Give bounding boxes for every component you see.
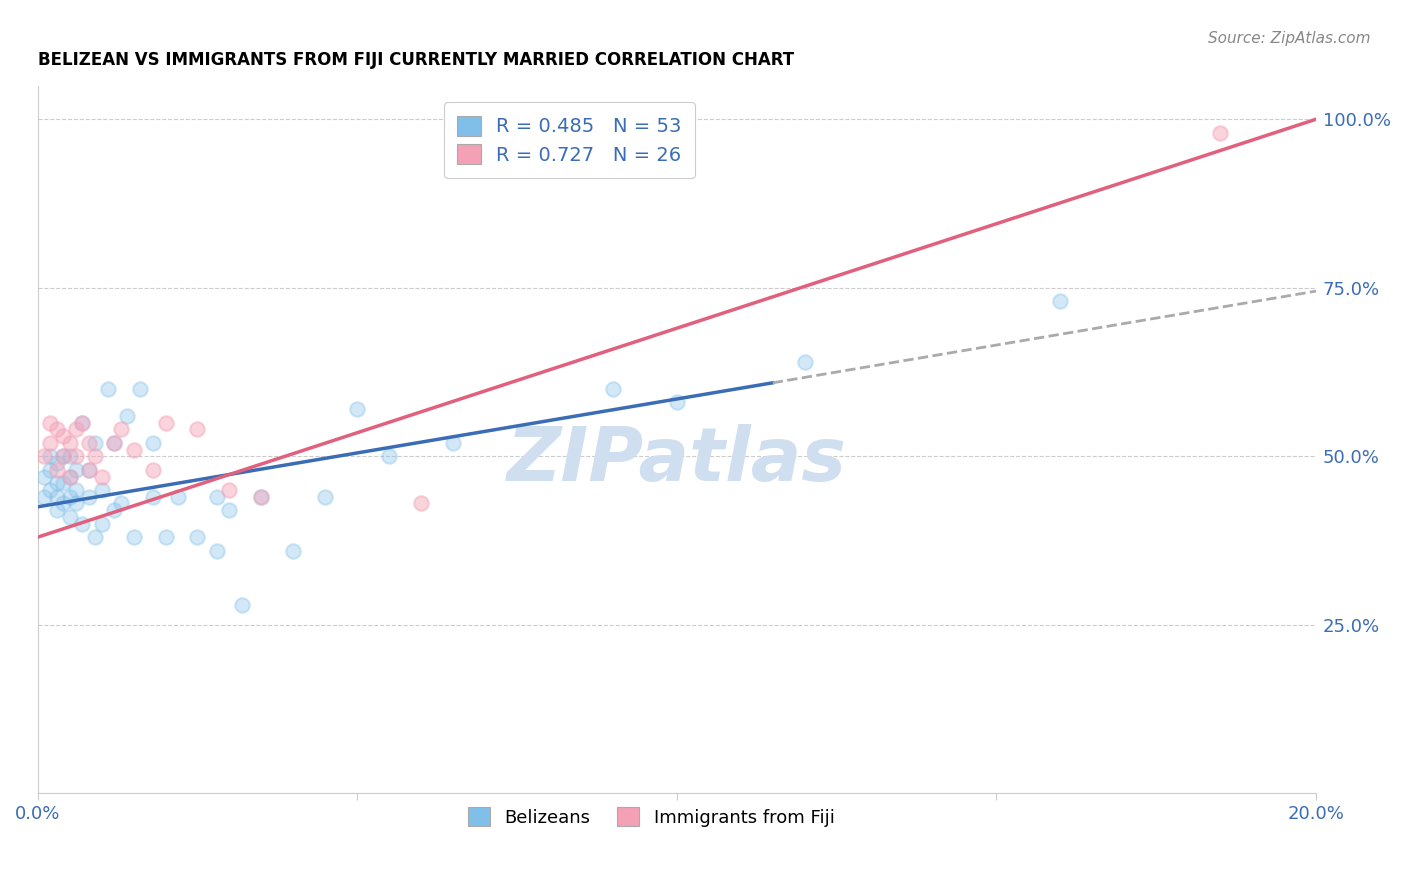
Point (90, 516, 112, 531)
Point (77, 463, 100, 477)
Point (45, 463, 67, 477)
Point (65, 463, 87, 477)
Point (142, 490, 165, 504)
Point (72, 416, 94, 430)
Point (65, 450, 87, 464)
Point (32, 469, 55, 483)
Point (59, 435, 82, 450)
Point (72, 516, 94, 531)
Point (39, 483, 62, 497)
Point (65, 422, 87, 436)
Point (52, 429, 75, 443)
Point (59, 469, 82, 483)
Point (218, 483, 240, 497)
Point (52, 496, 75, 510)
Point (218, 503, 240, 517)
Point (32, 450, 55, 464)
Point (90, 469, 112, 483)
Point (103, 435, 125, 450)
Point (52, 476, 75, 491)
Point (602, 382, 624, 396)
Point (250, 490, 273, 504)
Point (45, 490, 67, 504)
Point (77, 435, 100, 450)
Point (205, 543, 228, 558)
Point (59, 469, 82, 483)
Point (103, 503, 125, 517)
Point (155, 530, 177, 544)
Point (84, 450, 107, 464)
Point (59, 510, 82, 524)
Point (122, 442, 145, 457)
Point (45, 476, 67, 491)
Point (39, 435, 62, 450)
Point (110, 496, 132, 510)
Point (103, 435, 125, 450)
Point (186, 422, 208, 436)
Point (72, 416, 94, 430)
Point (39, 463, 62, 477)
Point (77, 463, 100, 477)
Point (45, 456, 67, 470)
Point (129, 382, 152, 396)
Point (84, 435, 107, 450)
Point (167, 490, 190, 504)
Point (77, 490, 100, 504)
Point (32, 490, 55, 504)
Point (122, 530, 145, 544)
Point (411, 496, 433, 510)
Text: ZIPatlas: ZIPatlas (508, 425, 846, 497)
Point (90, 483, 112, 497)
Point (186, 530, 208, 544)
Point (65, 496, 87, 510)
Point (45, 422, 67, 436)
Point (52, 450, 75, 464)
Text: BELIZEAN VS IMMIGRANTS FROM FIJI CURRENTLY MARRIED CORRELATION CHART: BELIZEAN VS IMMIGRANTS FROM FIJI CURRENT… (38, 51, 794, 69)
Point (155, 416, 177, 430)
Point (665, 395, 688, 409)
Point (346, 402, 368, 417)
Point (97, 382, 120, 396)
Point (1209, 126, 1232, 140)
Point (793, 355, 815, 369)
Point (142, 463, 165, 477)
Legend: Belizeans, Immigrants from Fiji: Belizeans, Immigrants from Fiji (461, 800, 842, 834)
Point (250, 490, 273, 504)
Point (115, 409, 138, 423)
Point (283, 543, 305, 558)
Point (441, 435, 464, 450)
Point (142, 435, 165, 450)
Point (52, 450, 75, 464)
Point (45, 503, 67, 517)
Point (205, 490, 228, 504)
Point (1049, 294, 1071, 309)
Point (65, 483, 87, 497)
Text: Source: ZipAtlas.com: Source: ZipAtlas.com (1208, 31, 1371, 46)
Point (59, 490, 82, 504)
Point (378, 450, 401, 464)
Point (39, 416, 62, 430)
Point (314, 490, 336, 504)
Point (39, 450, 62, 464)
Point (110, 422, 132, 436)
Point (59, 450, 82, 464)
Point (231, 598, 253, 612)
Point (84, 530, 107, 544)
